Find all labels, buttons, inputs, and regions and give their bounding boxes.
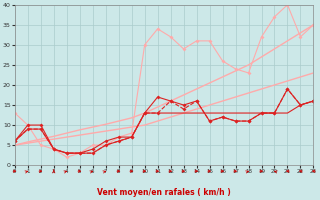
X-axis label: Vent moyen/en rafales ( km/h ): Vent moyen/en rafales ( km/h ) [97, 188, 231, 197]
